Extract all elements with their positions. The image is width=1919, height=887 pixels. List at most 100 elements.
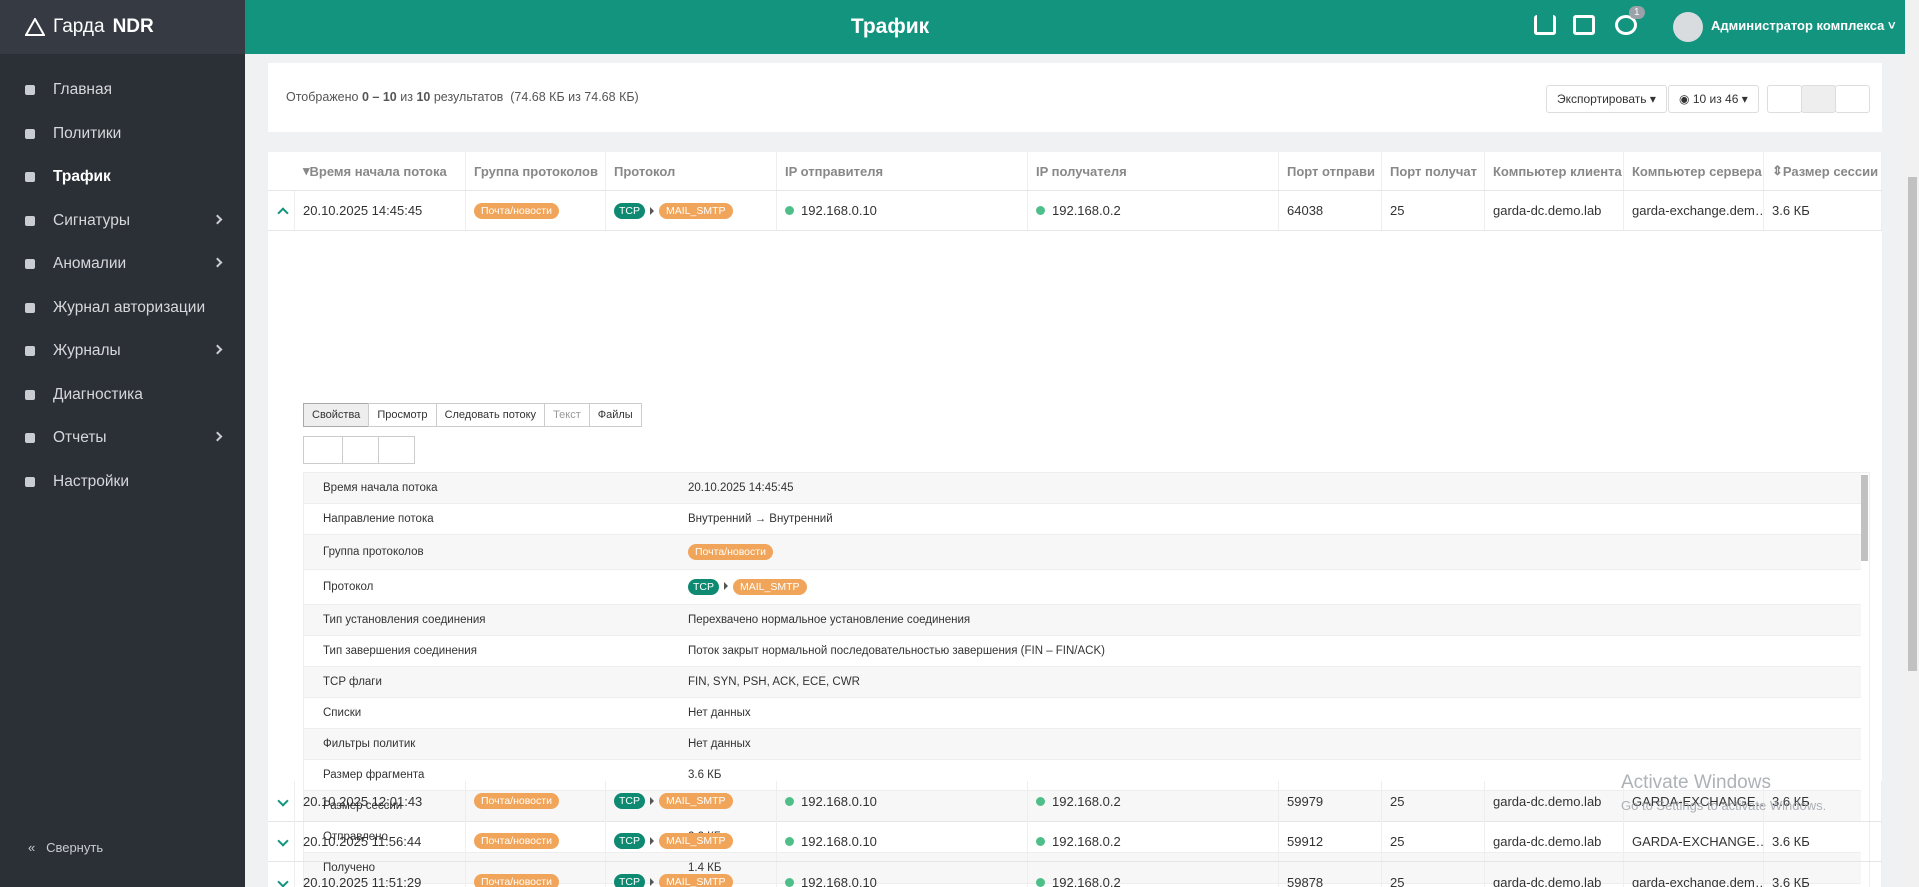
menu-item[interactable]: Аномалии bbox=[0, 244, 245, 284]
watermark-text: Go to Settings to activate Windows. bbox=[1621, 798, 1827, 813]
table-cell: 25 bbox=[1382, 862, 1485, 887]
table-cell: garda-exchange.dem… bbox=[1624, 191, 1764, 230]
grid-view-button[interactable] bbox=[1767, 85, 1802, 113]
detail-tab[interactable]: Свойства bbox=[303, 403, 370, 427]
expand-cell[interactable] bbox=[268, 191, 295, 230]
menu-item[interactable]: Журналы bbox=[0, 331, 245, 371]
menu-item[interactable]: Политики bbox=[0, 114, 245, 154]
properties-scroll-thumb[interactable] bbox=[1861, 475, 1868, 561]
property-label: Списки bbox=[323, 707, 362, 719]
column-header[interactable]: IP отправителя bbox=[777, 152, 1028, 190]
property-label: Получено bbox=[323, 862, 376, 874]
column-label: IP отправителя bbox=[785, 163, 884, 179]
column-label: Порт получат bbox=[1390, 163, 1477, 179]
property-row: Тип завершения соединения Поток закрыт но… bbox=[304, 636, 1861, 667]
detail-tab[interactable]: Следовать потоку bbox=[435, 403, 546, 427]
menu-icon bbox=[25, 128, 35, 139]
columns-button[interactable]: ◉ 10 из 46 ▾ bbox=[1668, 85, 1759, 113]
user-menu[interactable]: Администратор комплекса ˅ bbox=[1711, 18, 1896, 33]
menu-item[interactable]: Настройки bbox=[0, 462, 245, 502]
table-cell: 192.168.0.10 bbox=[777, 821, 1028, 861]
table-icon[interactable] bbox=[1573, 15, 1595, 35]
table-cell: garda-dc.demo.lab bbox=[1485, 781, 1624, 821]
column-label: Группа протоколов bbox=[474, 163, 598, 179]
cell-text: garda-dc.demo.lab bbox=[1493, 203, 1602, 218]
column-header[interactable]: IP получателя bbox=[1028, 152, 1279, 190]
expand-icon bbox=[277, 835, 289, 847]
arrow bbox=[724, 582, 728, 590]
menu-chevron bbox=[212, 344, 223, 355]
menu-item[interactable]: Журнал авторизации bbox=[0, 288, 245, 328]
table-cell: 192.168.0.2 bbox=[1028, 191, 1279, 230]
property-row: Протокол TCP MAIL_SMTP bbox=[304, 570, 1861, 605]
protocol-tag: TCP bbox=[614, 202, 645, 219]
expand-cell[interactable] bbox=[268, 781, 295, 821]
column-header[interactable]: Группа протоколов bbox=[466, 152, 606, 190]
table-cell: 3.6 КБ bbox=[1764, 191, 1882, 230]
cell-text: 3.6 КБ bbox=[1772, 793, 1810, 809]
detail-tab[interactable]: Просмотр bbox=[368, 403, 437, 427]
table-cell: Почта/новости bbox=[466, 191, 606, 230]
menu-item[interactable]: Главная bbox=[0, 70, 245, 110]
column-header[interactable]: ⇕ Размер сессии bbox=[1764, 152, 1882, 190]
column-header[interactable]: ▾ Время начала потока bbox=[295, 152, 466, 190]
detail-tab[interactable]: Файлы bbox=[588, 403, 642, 427]
column-header[interactable]: Порт получат bbox=[1382, 152, 1485, 190]
menu-icon bbox=[25, 215, 35, 226]
print-button[interactable] bbox=[342, 436, 379, 464]
table-cell: Почта/новости bbox=[466, 781, 606, 821]
column-header[interactable]: Компьютер клиента bbox=[1485, 152, 1624, 190]
cell-text: garda-exchange.dem… bbox=[1632, 874, 1764, 887]
property-label: Направление потока bbox=[323, 513, 434, 525]
open-button[interactable] bbox=[378, 436, 415, 464]
scroll-thumb[interactable] bbox=[1908, 177, 1917, 671]
alerts-icon[interactable] bbox=[1615, 15, 1637, 35]
menu-icon bbox=[25, 346, 35, 356]
menu-item[interactable]: Сигнатуры bbox=[0, 201, 245, 241]
property-row: TCP флаги FIN, SYN, PSH, ACK, ECE, CWR bbox=[304, 667, 1861, 698]
list-view-button[interactable] bbox=[1801, 85, 1836, 113]
expand-cell[interactable] bbox=[268, 862, 295, 887]
column-label: Протокол bbox=[614, 163, 676, 179]
property-label: Размер фрагмента bbox=[323, 769, 425, 781]
logo bbox=[25, 18, 45, 36]
expand-cell[interactable] bbox=[268, 821, 295, 861]
upload-icon[interactable] bbox=[1534, 15, 1556, 35]
column-header[interactable]: Протокол bbox=[606, 152, 777, 190]
avatar[interactable] bbox=[1673, 12, 1703, 42]
export-button[interactable]: Экспортировать ▾ bbox=[1546, 85, 1667, 113]
protocol-tag: TCP bbox=[614, 833, 645, 849]
doc-button[interactable] bbox=[303, 436, 343, 464]
protocol-tag: TCP bbox=[614, 874, 645, 887]
property-row: Размер фрагмента 3.6 КБ bbox=[304, 760, 1861, 791]
table-cell: 3.6 КБ bbox=[1764, 821, 1882, 861]
cell-text: 20.10.2025 12:01:43 bbox=[303, 793, 423, 809]
menu-item[interactable]: Отчеты bbox=[0, 418, 245, 458]
table-cell: 20.10.2025 11:56:44 bbox=[295, 821, 466, 861]
menu-item[interactable]: Диагностика bbox=[0, 375, 245, 415]
table-cell: garda-dc.demo.lab bbox=[1485, 191, 1624, 230]
table-cell: TCP MAIL_SMTP bbox=[606, 821, 777, 861]
scrollbar[interactable] bbox=[1906, 0, 1919, 887]
sidebar: Гарда NDR Главная Политики Трафик Сигнатуры А… bbox=[0, 0, 245, 887]
collapse-button[interactable]: « Свернуть bbox=[28, 840, 104, 855]
cell-text: 25 bbox=[1390, 874, 1405, 887]
detail-tab[interactable]: Текст bbox=[544, 403, 590, 427]
protocol-tag: MAIL_SMTP bbox=[659, 833, 733, 849]
status-dot bbox=[785, 836, 794, 846]
menu-item[interactable]: Трафик bbox=[0, 157, 245, 197]
property-value: Поток закрыт нормальной последовательнос… bbox=[688, 645, 1105, 657]
column-label: Размер сессии bbox=[1782, 163, 1879, 179]
table-cell: GARDA-EXCHANGE… bbox=[1624, 821, 1764, 861]
cell-text: 192.168.0.10 bbox=[801, 833, 877, 849]
column-header[interactable]: Компьютер сервера bbox=[1624, 152, 1764, 190]
table-cell: 59979 bbox=[1279, 781, 1382, 821]
column-header[interactable]: Порт отправи bbox=[1279, 152, 1382, 190]
property-tag: TCP bbox=[688, 579, 719, 595]
table-cell: 3.6 КБ bbox=[1764, 781, 1882, 821]
property-row: Фильтры политик Нет данных bbox=[304, 729, 1861, 760]
summary-size: (74.68 КБ из 74.68 КБ) bbox=[510, 90, 639, 104]
map-view-button[interactable] bbox=[1835, 85, 1870, 113]
menu-label: Аномалии bbox=[53, 255, 127, 272]
